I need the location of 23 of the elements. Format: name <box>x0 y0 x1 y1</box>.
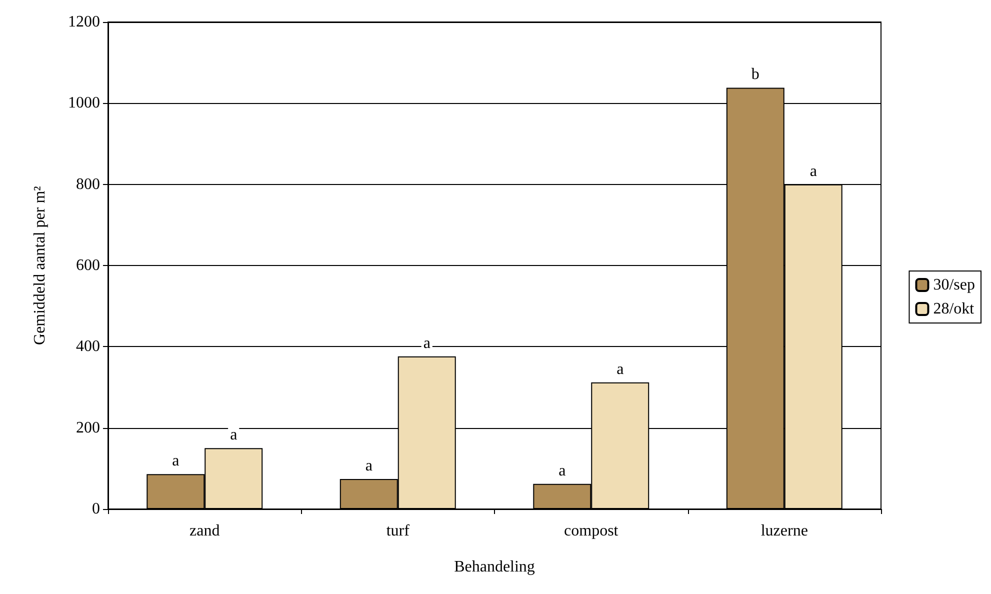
data-label: a <box>558 462 566 480</box>
y-tick-label: 600 <box>76 257 100 274</box>
data-label: a <box>616 360 624 378</box>
data-label: a <box>365 457 372 474</box>
y-tick-label: 1200 <box>68 14 100 30</box>
data-label: b <box>751 66 760 84</box>
legend-label: 28/okt <box>933 300 975 318</box>
y-axis-title: Gemiddeld aantal per m² <box>32 186 48 345</box>
legend-label: 30/sep <box>933 276 976 294</box>
x-tick-label: zand <box>190 522 220 540</box>
data-label: a <box>172 452 180 470</box>
y-tick-label: 1000 <box>68 94 100 112</box>
y-tick-label: 400 <box>76 338 100 356</box>
y-tick-label: 0 <box>92 500 100 518</box>
y-tick-label: 800 <box>76 176 100 193</box>
data-label: a <box>230 426 238 444</box>
x-axis-title: Behandeling <box>454 558 535 576</box>
data-label: a <box>423 334 430 352</box>
y-tick-label: 200 <box>76 419 100 436</box>
data-label: a <box>810 162 817 180</box>
x-tick-label: turf <box>386 522 410 540</box>
x-tick-label: luzerne <box>760 522 808 540</box>
x-tick-label: compost <box>564 522 619 540</box>
